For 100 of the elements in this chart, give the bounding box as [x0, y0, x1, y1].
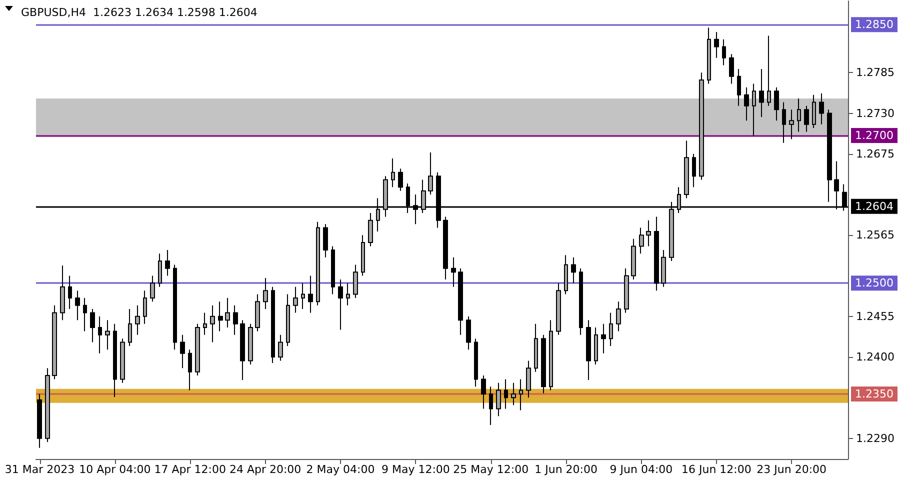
candlestick: [361, 234, 365, 276]
candlestick: [316, 221, 320, 306]
candlestick: [767, 35, 771, 106]
candlestick: [661, 249, 666, 288]
candlestick: [564, 254, 568, 295]
candlestick: [128, 308, 132, 346]
x-tick-label: 25 May 12:00: [453, 463, 529, 476]
candlestick: [737, 68, 741, 106]
candlestick: [173, 264, 177, 350]
candlestick: [90, 308, 95, 343]
candlestick: [729, 54, 734, 84]
candlestick: [774, 86, 779, 122]
candlestick: [519, 378, 523, 411]
candlestick: [68, 275, 72, 310]
candlestick: [451, 256, 456, 288]
candlestick: [631, 238, 636, 280]
candlestick: [549, 320, 553, 391]
x-tick-label: 2 May 04:00: [306, 463, 375, 476]
ref-line-label: 1.2604: [855, 200, 894, 213]
candlestick: [789, 109, 794, 140]
candlestick: [293, 286, 298, 314]
candlestick: [398, 168, 403, 192]
ref-line-label: 1.2850: [855, 18, 894, 32]
candlestick: [286, 294, 290, 346]
x-tick-label: 17 Apr 12:00: [154, 463, 226, 476]
candlestick: [263, 278, 268, 310]
candlestick: [458, 268, 463, 336]
candlestick: [105, 320, 110, 350]
y-tick-label: 1.2565: [856, 228, 894, 242]
candlestick: [180, 334, 185, 369]
candlestick: [707, 27, 711, 84]
candlestick: [692, 153, 696, 188]
x-tick-label: 23 Jun 20:00: [756, 463, 827, 476]
x-tick-label: 31 Mar 2023: [4, 463, 75, 476]
candlestick: [428, 152, 433, 196]
candlestick: [752, 83, 756, 136]
candlestick: [579, 268, 583, 336]
candlestick: [45, 368, 50, 443]
candlestick: [98, 316, 102, 354]
candlestick: [195, 323, 200, 376]
candlestick: [481, 375, 486, 410]
candlestick: [240, 320, 245, 380]
candlestick: [218, 301, 223, 332]
candlestick: [323, 224, 328, 258]
y-tick-label: 1.2290: [856, 432, 894, 445]
x-tick-label: 10 Apr 04:00: [79, 463, 151, 476]
candlestick: [255, 294, 260, 332]
ref-line-label: 1.2350: [855, 387, 894, 400]
candlestick: [143, 290, 147, 324]
y-tick-label: 1.2675: [856, 147, 894, 160]
x-tick-label: 1 Jun 20:00: [534, 463, 598, 476]
x-tick-label: 9 Jun 04:00: [610, 463, 673, 476]
candlestick: [443, 216, 448, 280]
y-tick-label: 1.2730: [856, 106, 894, 120]
candlestick: [616, 301, 621, 332]
candlestick: [812, 94, 816, 129]
candlestick: [188, 349, 192, 391]
candlestick: [804, 105, 809, 132]
candlestick: [586, 320, 591, 380]
candlestick: [271, 286, 275, 364]
candlestick: [60, 264, 65, 321]
y-tick-label: 1.2785: [856, 66, 894, 80]
candlestick: [37, 393, 42, 448]
candlestick: [556, 282, 561, 336]
candlestick: [534, 323, 538, 372]
candlestick: [474, 338, 478, 388]
candlestick: [158, 253, 162, 288]
candlestick: [210, 304, 215, 343]
candlestick: [594, 327, 598, 365]
candlestick: [526, 360, 531, 398]
candlestick: [225, 297, 230, 328]
y-tick-label: 1.2400: [856, 350, 894, 364]
candlestick: [338, 278, 343, 330]
candlestick: [541, 334, 546, 394]
candlestick: [759, 68, 764, 118]
candlestick: [150, 275, 155, 302]
candlestick: [346, 282, 350, 306]
x-tick-label: 16 Jun 12:00: [681, 463, 752, 476]
candlestick: [391, 158, 395, 188]
candlestick: [466, 316, 471, 350]
candlestick: [609, 312, 613, 346]
candlestick: [571, 256, 576, 284]
candlestick: [489, 386, 493, 426]
candlestick: [782, 102, 786, 144]
candlestick: [165, 249, 170, 276]
candlestick: [714, 32, 719, 58]
candlestick: [646, 220, 651, 247]
candlestick: [203, 312, 207, 336]
candlestick: [120, 338, 125, 384]
candlestick: [684, 140, 689, 199]
candlestick: [797, 98, 801, 132]
ref-line-label: 1.2500: [855, 276, 894, 290]
candlestick: [744, 86, 749, 122]
candlestick: [511, 382, 516, 406]
y-tick-label: 1.2455: [856, 310, 894, 323]
candlestick: [819, 92, 824, 125]
x-tick-label: 24 Apr 20:00: [229, 463, 302, 476]
candlestick: [496, 382, 501, 417]
candlestick: [278, 334, 283, 362]
candlestick: [639, 227, 644, 254]
